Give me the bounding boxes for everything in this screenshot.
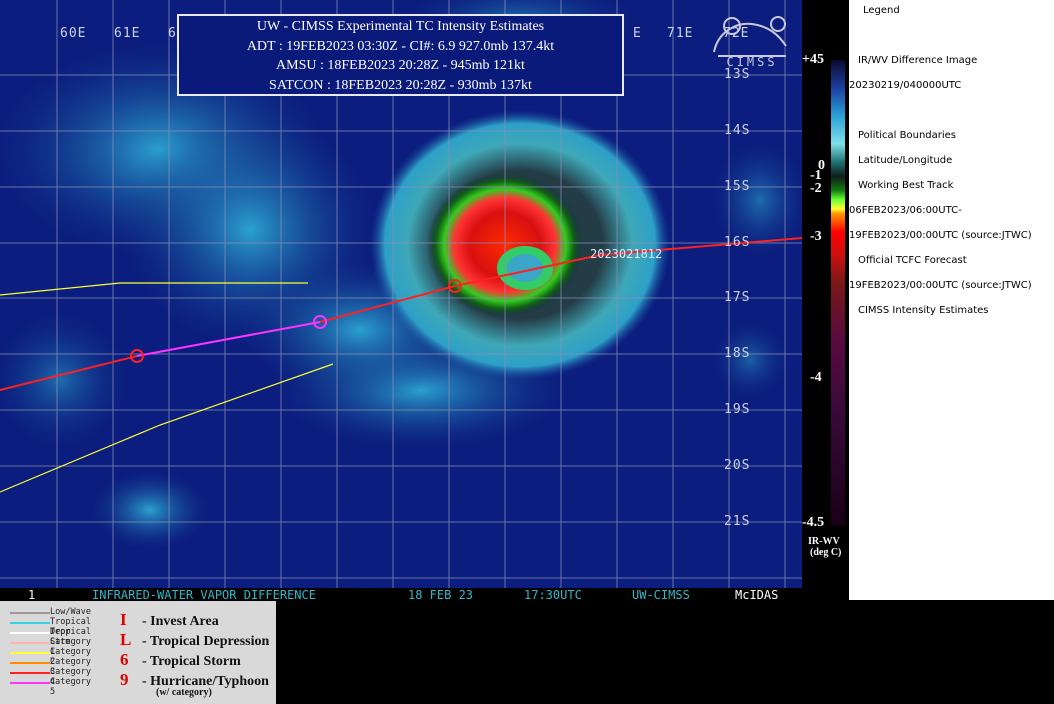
scale-label-minus3: -3 [810, 229, 822, 244]
key-line-cat4: Category 4 [10, 667, 92, 687]
image-date: 18 FEB 23 [408, 588, 474, 602]
lon-label-61e: 61E [114, 26, 141, 41]
key-symbol-storm: 6- Tropical Storm [120, 650, 241, 669]
legend-item-forecast[interactable]: Official TCFC Forecast [858, 255, 967, 266]
legend-item-forecast-time: 19FEB2023/00:00UTC (source:JTWC) [849, 280, 1032, 291]
storm-symbol-3[interactable] [448, 279, 462, 293]
lat-label-14s: 14S [724, 123, 751, 138]
legend-panel: Legend IR/WV Difference Image 20230219/0… [849, 0, 1054, 600]
scale-units: IR-WV [808, 536, 840, 547]
info-title: UW - CIMSS Experimental TC Intensity Est… [256, 19, 545, 34]
satellite-map[interactable]: 60E 61E 6 E 71E 72E 13S 14S 15S 16S 17S … [0, 0, 802, 590]
logo-text: CIMSS [726, 55, 777, 68]
track-time-label: 2023021812 [590, 247, 663, 261]
scale-label-minus1: -1 [810, 168, 822, 183]
key-line-cat2: Category 2 [10, 647, 92, 667]
legend-item-irwv-time: 20230219/040000UTC [849, 80, 962, 91]
storm-symbol-1[interactable] [130, 349, 144, 363]
lon-label-71e: 71E [667, 26, 694, 41]
lon-label-60e: 60E [60, 26, 87, 41]
scale-label-min: -4.5 [802, 515, 825, 530]
key-line-tropical-depr: Tropical Depr [10, 617, 92, 637]
key-symbol-hurricane: 9- Hurricane/Typhoon [120, 670, 269, 689]
lat-label-21s: 21S [724, 514, 751, 529]
image-time: 17:30UTC [524, 588, 582, 602]
key-symbol-invest: I- Invest Area [120, 610, 219, 629]
key-note: (w/ category) [156, 687, 212, 698]
lat-lon-grid [0, 0, 802, 590]
key-symbol-depression: L- Tropical Depression [120, 630, 270, 649]
lon-label-partial-2: E [633, 26, 642, 41]
forecast-track-north [0, 282, 308, 296]
lat-label-17s: 17S [724, 290, 751, 305]
lat-label-15s: 15S [724, 179, 751, 194]
scale-label-minus4: -4 [810, 370, 822, 385]
lat-label-16s: 16S [724, 235, 751, 250]
color-scale-strip [831, 60, 845, 525]
legend-item-best-track-start: 06FEB2023/06:00UTC- [849, 205, 962, 216]
track-cat5-segment [136, 321, 321, 357]
key-line-cat3: Category 3 [10, 657, 92, 677]
adt-estimate: ADT : 19FEB2023 03:30Z - CI#: 6.9 927.0m… [246, 38, 555, 54]
legend-item-cimss-estimates[interactable]: CIMSS Intensity Estimates [858, 305, 989, 316]
amsu-estimate: AMSU : 18FEB2023 20:28Z - 945mb 121kt [276, 58, 525, 73]
track-cat4-segment [0, 355, 138, 391]
system-name: McIDAS [735, 588, 779, 602]
key-line-cat1: Category 1 [10, 637, 92, 657]
cimss-logo-icon: CIMSS [713, 16, 787, 68]
legend-item-political[interactable]: Political Boundaries [858, 130, 957, 141]
lon-label-partial-1: 6 [168, 26, 177, 41]
lat-label-13s: 13S [724, 67, 751, 82]
scale-label-minus2: -2 [810, 181, 822, 196]
legend-title: Legend [863, 5, 900, 16]
key-line-low-wave: Low/Wave [10, 607, 92, 618]
legend-item-latlon[interactable]: Latitude/Longitude [858, 155, 953, 166]
key-line-tropical-strm: Tropical Strm [10, 627, 92, 647]
legend-item-best-track[interactable]: Working Best Track [858, 180, 954, 191]
legend-item-best-track-end: 19FEB2023/00:00UTC (source:JTWC) [849, 230, 1032, 241]
product-name: INFRARED-WATER VAPOR DIFFERENCE [92, 588, 316, 602]
track-key: Low/Wave Tropical Depr Tropical Strm Cat… [0, 601, 276, 704]
scale-label-max: +45 [802, 52, 824, 67]
frame-number: 1 [28, 588, 36, 602]
key-line-cat5: Category 5 [10, 677, 92, 697]
lat-label-20s: 20S [724, 458, 751, 473]
color-scale: +45 0 -1 -2 -3 -4 -4.5 IR-WV (deg C) [802, 0, 849, 600]
satellite-imagery [0, 0, 802, 590]
storm-symbol-2[interactable] [313, 315, 327, 329]
legend-item-irwv[interactable]: IR/WV Difference Image [858, 55, 978, 66]
status-bar: 1 INFRARED-WATER VAPOR DIFFERENCE 18 FEB… [0, 588, 802, 602]
scale-units-2: (deg C) [810, 547, 842, 558]
scale-label-0: 0 [818, 158, 825, 173]
cimss-logo: CIMSS [706, 12, 798, 68]
track-cat4-recent [319, 237, 802, 323]
intensity-estimates-box: UW - CIMSS Experimental TC Intensity Est… [177, 14, 624, 96]
eye [507, 254, 543, 282]
lat-label-18s: 18S [724, 346, 751, 361]
forecast-track-south [0, 363, 334, 493]
lat-label-19s: 19S [724, 402, 751, 417]
image-source: UW-CIMSS [632, 588, 690, 602]
satcon-estimate: SATCON : 18FEB2023 20:28Z - 930mb 137kt [269, 77, 532, 93]
